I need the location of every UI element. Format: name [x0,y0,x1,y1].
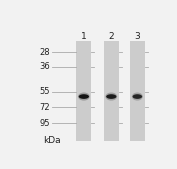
Bar [104,41,119,141]
Ellipse shape [133,94,142,99]
Text: kDa: kDa [43,136,60,144]
Ellipse shape [106,94,116,99]
Text: 2: 2 [109,32,114,41]
Text: 1: 1 [81,32,87,41]
Text: 28: 28 [40,48,50,57]
Ellipse shape [79,94,89,99]
Text: 55: 55 [40,87,50,96]
Bar [76,41,91,141]
Text: 72: 72 [40,103,50,112]
Text: 36: 36 [39,63,50,71]
Ellipse shape [78,92,90,101]
Text: 3: 3 [135,32,140,41]
Ellipse shape [105,92,117,101]
Text: 95: 95 [40,119,50,128]
Ellipse shape [132,92,143,101]
Bar [130,41,145,141]
